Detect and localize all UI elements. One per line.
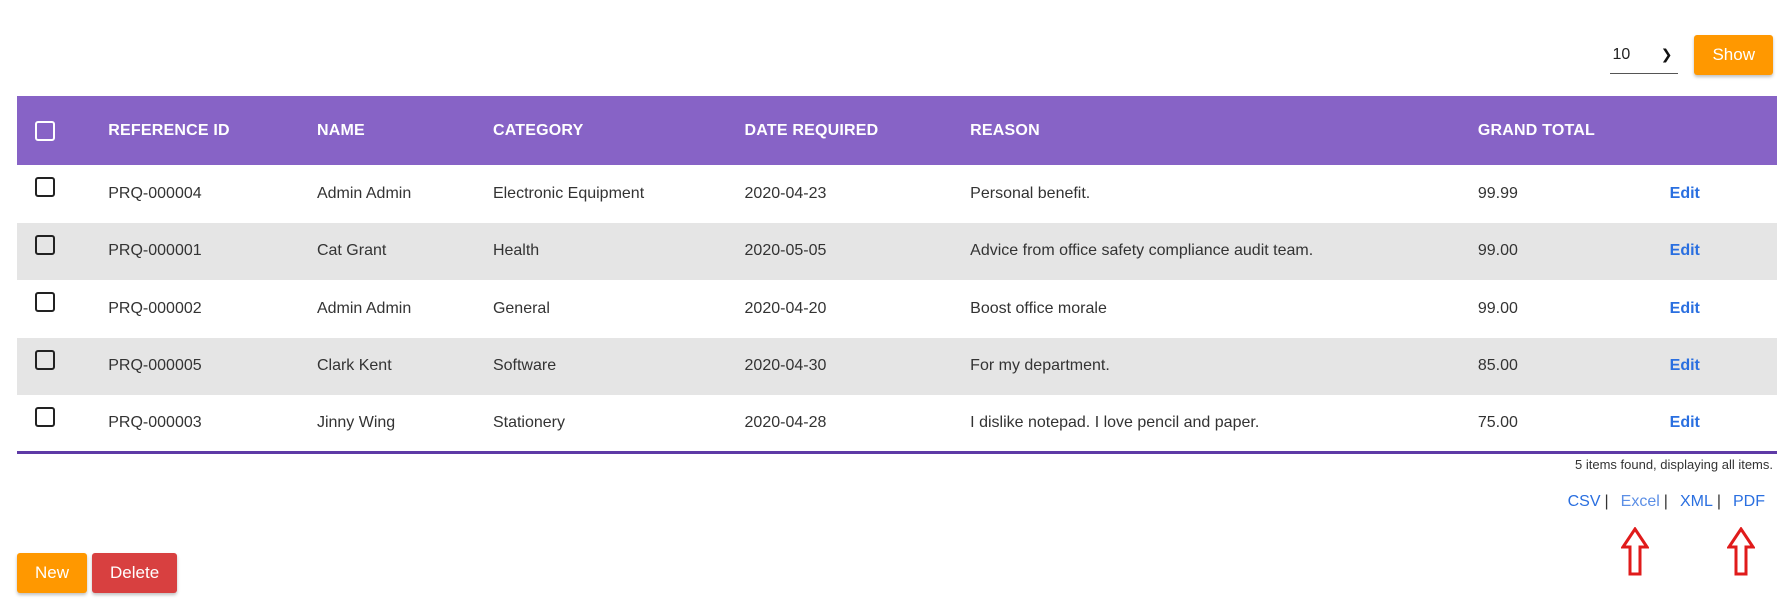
table-row: PRQ-000003 Jinny Wing Stationery 2020-04…	[17, 395, 1777, 453]
cell-actions: Edit	[1669, 165, 1777, 223]
cell-date-required: 2020-04-28	[744, 414, 827, 431]
delete-button[interactable]: Delete	[92, 553, 178, 593]
table-header-row: REFERENCE ID NAME CATEGORY DATE REQUIRED…	[17, 96, 1777, 165]
bottom-actions: New Delete	[17, 553, 178, 593]
cell-date-required: 2020-04-23	[744, 184, 827, 202]
export-excel-link[interactable]: Excel	[1620, 493, 1660, 510]
cell-category: Electronic Equipment	[492, 184, 645, 202]
edit-link[interactable]: Edit	[1669, 357, 1700, 375]
cell-name: Admin Admin	[316, 184, 412, 202]
cell-date-required: 2020-05-05	[744, 242, 827, 260]
column-header-reason[interactable]: REASON	[970, 121, 1040, 139]
row-select-cell	[17, 280, 107, 338]
cell-reference-id: PRQ-000005	[108, 357, 202, 375]
cell-actions: Edit	[1669, 280, 1777, 338]
cell-reason: I dislike notepad. I love pencil and pap…	[970, 414, 1260, 431]
row-select-cell	[17, 223, 107, 281]
page-size-select[interactable]: 10 ❯	[1610, 36, 1679, 74]
cell-reference-id: PRQ-000004	[108, 184, 202, 202]
cell-date-required: 2020-04-20	[744, 299, 827, 317]
cell-name: Jinny Wing	[316, 414, 396, 431]
cell-reason: Personal benefit.	[970, 184, 1091, 202]
chevron-down-icon: ❯	[1660, 46, 1673, 62]
export-csv-link[interactable]: CSV	[1567, 493, 1601, 510]
row-select-cell	[17, 395, 107, 453]
cell-grand-total: 99.00	[1477, 299, 1518, 317]
export-links: CSV | Excel | XML | PDF	[1568, 493, 1765, 511]
cell-category: Software	[492, 357, 557, 375]
select-all-checkbox[interactable]	[35, 120, 55, 141]
cell-grand-total: 99.99	[1477, 184, 1518, 202]
cell-name: Cat Grant	[316, 242, 387, 260]
results-summary: 5 items found, displaying all items.	[1575, 457, 1773, 472]
row-select-cell	[17, 338, 107, 396]
new-button[interactable]: New	[17, 553, 88, 593]
table-row: PRQ-000001 Cat Grant Health 2020-05-05 A…	[17, 222, 1777, 281]
cell-reason: Advice from office safety compliance aud…	[970, 242, 1314, 260]
annotation-arrow-up-icon	[1727, 527, 1755, 576]
row-checkbox[interactable]	[35, 407, 55, 427]
edit-link[interactable]: Edit	[1669, 242, 1700, 260]
column-header-grand-total[interactable]: GRAND TOTAL	[1477, 121, 1596, 139]
cell-grand-total: 99.00	[1477, 242, 1518, 260]
cell-name: Admin Admin	[316, 299, 412, 317]
cell-reason: Boost office morale	[970, 299, 1107, 317]
column-header-actions	[1669, 96, 1777, 165]
pagination-controls: 10 ❯ Show	[1610, 35, 1773, 75]
cell-category: Stationery	[492, 414, 565, 431]
cell-category: Health	[492, 242, 540, 260]
page-size-value: 10	[1612, 45, 1631, 63]
cell-reference-id: PRQ-000001	[108, 242, 202, 260]
cell-grand-total: 85.00	[1477, 357, 1518, 375]
cell-actions: Edit	[1669, 395, 1777, 453]
cell-reason: For my department.	[970, 357, 1110, 375]
row-checkbox[interactable]	[35, 177, 55, 197]
select-all-cell	[17, 96, 107, 165]
requests-table: REFERENCE ID NAME CATEGORY DATE REQUIRED…	[17, 96, 1777, 454]
column-header-category[interactable]: CATEGORY	[492, 121, 584, 139]
row-checkbox[interactable]	[35, 234, 55, 255]
row-checkbox[interactable]	[35, 292, 55, 312]
export-pdf-link[interactable]: PDF	[1733, 493, 1765, 510]
cell-actions: Edit	[1669, 338, 1777, 396]
edit-link[interactable]: Edit	[1669, 184, 1700, 202]
cell-date-required: 2020-04-30	[744, 357, 827, 375]
separator: |	[1716, 493, 1721, 510]
edit-link[interactable]: Edit	[1669, 414, 1700, 431]
show-button[interactable]: Show	[1694, 35, 1773, 75]
cell-actions: Edit	[1669, 223, 1777, 281]
export-xml-link[interactable]: XML	[1679, 493, 1713, 510]
cell-reference-id: PRQ-000003	[108, 414, 202, 431]
column-header-date-required[interactable]: DATE REQUIRED	[744, 121, 879, 139]
separator: |	[1604, 493, 1609, 510]
edit-link[interactable]: Edit	[1669, 299, 1700, 317]
annotation-arrow-up-icon	[1621, 527, 1649, 576]
cell-grand-total: 75.00	[1477, 414, 1518, 431]
separator: |	[1663, 493, 1668, 510]
table-row: PRQ-000004 Admin Admin Electronic Equipm…	[17, 165, 1777, 223]
cell-reference-id: PRQ-000002	[108, 299, 202, 317]
table-row: PRQ-000005 Clark Kent Software 2020-04-3…	[17, 337, 1777, 396]
column-header-reference-id[interactable]: REFERENCE ID	[108, 121, 230, 139]
row-select-cell	[17, 165, 107, 223]
cell-name: Clark Kent	[316, 357, 392, 375]
table-row: PRQ-000002 Admin Admin General 2020-04-2…	[17, 280, 1777, 338]
row-checkbox[interactable]	[35, 349, 55, 370]
cell-category: General	[492, 299, 550, 317]
column-header-name[interactable]: NAME	[316, 121, 365, 139]
